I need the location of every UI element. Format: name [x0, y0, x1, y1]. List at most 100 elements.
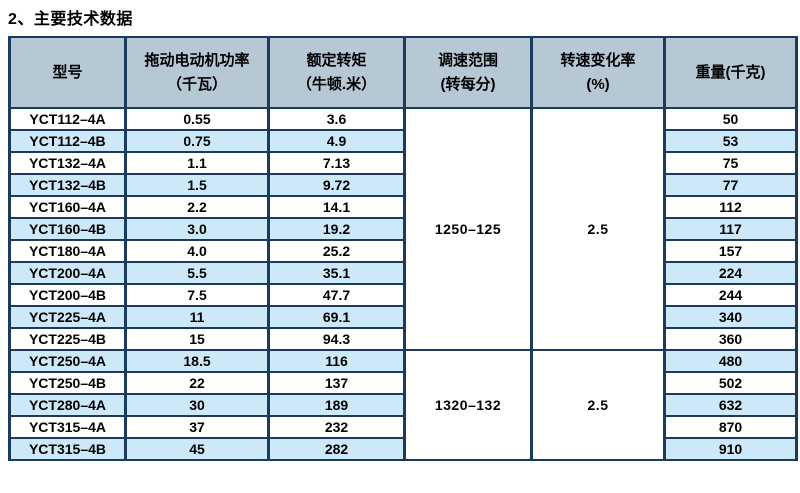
cell-power: 15	[124, 327, 270, 351]
header-torque-line2: （牛顿.米）	[296, 75, 377, 93]
cell-weight: 224	[663, 261, 798, 285]
cell-weight: 340	[663, 305, 798, 329]
header-speed-range-line2: (转每分)	[440, 75, 496, 93]
cell-model: YCT112–4A	[8, 107, 127, 131]
cell-speed-range: 1320–132	[403, 349, 533, 461]
cell-model: YCT180–4A	[8, 239, 127, 263]
header-weight-line1: 重量(千克)	[695, 63, 766, 81]
cell-model: YCT225–4A	[8, 305, 127, 329]
table-body: YCT112–4A 0.55 3.6 1250–125 2.5 50 YCT112–4B 0.…	[8, 107, 798, 461]
cell-power: 22	[124, 371, 270, 395]
table-row: YCT280–4A 30 189 632	[8, 393, 798, 417]
table-row: YCT250–4B 22 137 502	[8, 371, 798, 395]
cell-torque: 25.2	[267, 239, 406, 263]
cell-torque: 94.3	[267, 327, 406, 351]
cell-weight: 117	[663, 217, 798, 241]
cell-power: 5.5	[124, 261, 270, 285]
cell-power: 11	[124, 305, 270, 329]
header-power-line1: 拖动电动机功率	[144, 51, 250, 69]
cell-rate: 2.5	[530, 349, 666, 461]
cell-model: YCT112–4B	[8, 129, 127, 153]
header-power: 拖动电动机功率 （千瓦）	[124, 36, 270, 109]
cell-model: YCT200–4A	[8, 261, 127, 285]
cell-model: YCT132–4B	[8, 173, 127, 197]
header-speed-range-line1: 调速范围	[437, 51, 498, 69]
cell-weight: 870	[663, 415, 798, 439]
cell-model: YCT250–4B	[8, 371, 127, 395]
cell-power: 37	[124, 415, 270, 439]
cell-power: 30	[124, 393, 270, 417]
cell-torque: 137	[267, 371, 406, 395]
cell-torque: 7.13	[267, 151, 406, 175]
table-row: YCT180–4A 4.0 25.2 157	[8, 239, 798, 263]
cell-power: 7.5	[124, 283, 270, 307]
table-row: YCT250–4A 18.5 116 1320–132 2.5 480	[8, 349, 798, 461]
cell-model: YCT280–4A	[8, 393, 127, 417]
header-rate-line1: 转速变化率	[560, 51, 636, 69]
page-title: 2、主要技术数据	[8, 11, 133, 28]
table-row: YCT160–4B 3.0 19.2 117	[8, 217, 798, 241]
cell-power: 0.55	[124, 107, 270, 131]
cell-torque: 9.72	[267, 173, 406, 197]
header-torque-line1: 额定转矩	[306, 51, 367, 69]
header-torque: 额定转矩 （牛顿.米）	[267, 36, 406, 109]
cell-weight: 480	[663, 349, 798, 373]
header-rate: 转速变化率 (%)	[530, 36, 666, 109]
table-row: YCT225–4B 15 94.3 360	[8, 327, 798, 351]
cell-power: 1.5	[124, 173, 270, 197]
cell-weight: 53	[663, 129, 798, 153]
cell-model: YCT250–4A	[8, 349, 127, 373]
table-row: YCT112–4B 0.75 4.9 53	[8, 129, 798, 153]
cell-torque: 116	[267, 349, 406, 373]
cell-torque: 232	[267, 415, 406, 439]
cell-weight: 75	[663, 151, 798, 175]
table-row: YCT200–4A 5.5 35.1 224	[8, 261, 798, 285]
cell-power: 45	[124, 437, 270, 461]
cell-power: 4.0	[124, 239, 270, 263]
cell-weight: 112	[663, 195, 798, 219]
table-row: YCT112–4A 0.55 3.6 1250–125 2.5 50	[8, 107, 798, 351]
cell-torque: 3.6	[267, 107, 406, 131]
header-model-line1: 型号	[52, 63, 83, 81]
header-speed-range: 调速范围 (转每分)	[403, 36, 533, 109]
cell-power: 3.0	[124, 217, 270, 241]
cell-model: YCT315–4B	[8, 437, 127, 461]
header-model: 型号	[8, 36, 127, 109]
cell-model: YCT225–4B	[8, 327, 127, 351]
cell-weight: 910	[663, 437, 798, 461]
cell-torque: 14.1	[267, 195, 406, 219]
table-row: YCT160–4A 2.2 14.1 112	[8, 195, 798, 219]
cell-power: 0.75	[124, 129, 270, 153]
cell-weight: 360	[663, 327, 798, 351]
cell-weight: 157	[663, 239, 798, 263]
table-row: YCT225–4A 11 69.1 340	[8, 305, 798, 329]
cell-weight: 77	[663, 173, 798, 197]
cell-model: YCT315–4A	[8, 415, 127, 439]
cell-power: 2.2	[124, 195, 270, 219]
cell-power: 1.1	[124, 151, 270, 175]
cell-torque: 282	[267, 437, 406, 461]
cell-weight: 632	[663, 393, 798, 417]
cell-torque: 19.2	[267, 217, 406, 241]
cell-rate: 2.5	[530, 107, 666, 351]
cell-torque: 35.1	[267, 261, 406, 285]
cell-torque: 189	[267, 393, 406, 417]
table-row: YCT315–4A 37 232 870	[8, 415, 798, 439]
table-header: 型号 拖动电动机功率 （千瓦） 额定转矩 （牛顿.米） 调速范围 (转每分) 转速变化…	[8, 36, 798, 109]
cell-torque: 4.9	[267, 129, 406, 153]
cell-weight: 50	[663, 107, 798, 131]
table-row: YCT132–4B 1.5 9.72 77	[8, 173, 798, 197]
cell-model: YCT200–4B	[8, 283, 127, 307]
header-power-line2: （千瓦）	[166, 75, 227, 93]
table-row: YCT132–4A 1.1 7.13 75	[8, 151, 798, 175]
cell-torque: 47.7	[267, 283, 406, 307]
cell-weight: 244	[663, 283, 798, 307]
cell-speed-range: 1250–125	[403, 107, 533, 351]
table-row: YCT315–4B 45 282 910	[8, 437, 798, 461]
spec-table: 型号 拖动电动机功率 （千瓦） 额定转矩 （牛顿.米） 调速范围 (转每分) 转速变化…	[8, 36, 798, 461]
cell-power: 18.5	[124, 349, 270, 373]
cell-model: YCT132–4A	[8, 151, 127, 175]
cell-torque: 69.1	[267, 305, 406, 329]
header-rate-line2: (%)	[586, 75, 610, 93]
